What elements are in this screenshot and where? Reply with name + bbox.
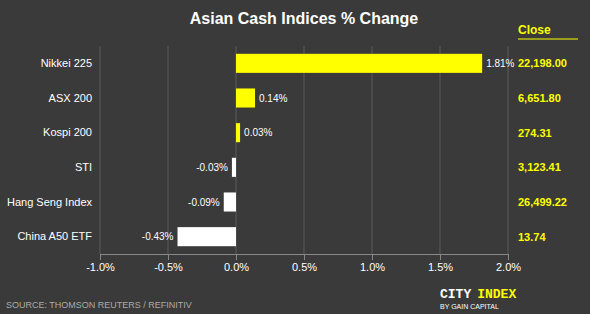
- y-tick: ASX 200: [49, 92, 92, 104]
- grid-line: [100, 46, 101, 254]
- y-tick: STI: [75, 161, 92, 173]
- x-tick: 0.5%: [292, 254, 317, 273]
- x-tick-mark: [508, 254, 509, 260]
- x-tick: -0.5%: [154, 254, 183, 273]
- source: SOURCE: THOMSON REUTERS / REFINITIV: [6, 300, 192, 310]
- x-tick-label: 1.0%: [360, 261, 385, 273]
- x-tick-mark: [372, 254, 373, 260]
- x-tick-mark: [440, 254, 441, 260]
- bar: [236, 123, 240, 142]
- x-tick-mark: [236, 254, 237, 260]
- y-tick: Kospi 200: [43, 126, 92, 138]
- grid-line: [304, 46, 305, 254]
- x-tick: 0.0%: [224, 254, 249, 273]
- y-tick-label: ASX 200: [49, 92, 92, 104]
- grid-line: [508, 46, 509, 254]
- x-tick-label: 2.0%: [496, 261, 521, 273]
- bar: [232, 158, 236, 177]
- data-label: -0.03%: [196, 162, 228, 173]
- bars: [178, 54, 483, 246]
- title: Asian Cash Indices % Change: [190, 10, 419, 27]
- y-tick-label: Hang Seng Index: [7, 196, 93, 208]
- x-tick-label: 1.5%: [428, 261, 453, 273]
- grid-line: [236, 46, 237, 254]
- x-tick-label: 0.0%: [224, 261, 249, 273]
- close-value: 26,499.22: [518, 196, 567, 208]
- x-tick: 1.0%: [360, 254, 385, 273]
- y-tick: China A50 ETF: [17, 230, 92, 242]
- close-value: 3,123.41: [518, 161, 561, 173]
- bar: [224, 192, 236, 211]
- bar: [236, 88, 255, 107]
- close-value: 6,651.80: [518, 92, 561, 104]
- bar: [236, 54, 482, 73]
- data-label: 0.14%: [259, 93, 287, 104]
- data-label: -0.43%: [142, 231, 174, 242]
- close-value: 274.31: [518, 127, 552, 139]
- x-tick-label: 0.5%: [292, 261, 317, 273]
- y-tick-label: China A50 ETF: [17, 230, 92, 242]
- y-tick: Hang Seng Index: [7, 196, 93, 208]
- x-tick-mark: [304, 254, 305, 260]
- y-axis: China A50 ETF Hang Seng Index STI Kospi 200…: [7, 57, 93, 242]
- grid-line: [440, 46, 441, 254]
- x-tick: 1.5%: [428, 254, 453, 273]
- close-value: 13.74: [518, 231, 546, 243]
- x-tick: 2.0%: [496, 254, 521, 273]
- x-tick-mark: [168, 254, 169, 260]
- x-tick-label: -0.5%: [154, 261, 183, 273]
- grid-line: [168, 46, 169, 254]
- chart: Asian Cash Indices % Change -1.0% -0.5% 0.0…: [0, 0, 590, 314]
- logo-text: INDEX: [477, 287, 516, 302]
- annotations: 13.74 26,499.22 3,123.41 274.31 6,651.80 22,1…: [6, 23, 578, 310]
- y-tick-label: Nikkei 225: [41, 57, 92, 69]
- close-value: 22,198.00: [518, 57, 567, 69]
- grid: [100, 46, 508, 254]
- x-axis-line: [101, 255, 509, 261]
- close-header: Close: [518, 23, 551, 37]
- logo-text: CITY: [440, 287, 471, 302]
- close-header-underline: [518, 39, 578, 40]
- logo-subtext: BY GAIN CAPITAL: [440, 303, 499, 310]
- y-tick-label: STI: [75, 161, 92, 173]
- background: [0, 0, 590, 314]
- grid-line: [372, 46, 373, 254]
- x-tick-mark: [100, 254, 101, 260]
- data-label: -0.09%: [188, 197, 220, 208]
- x-axis: -1.0% -0.5% 0.0% 0.5% 1.0% 1.5% 2.0%: [86, 254, 521, 273]
- x-tick-label: -1.0%: [86, 261, 115, 273]
- bar: [178, 227, 236, 246]
- y-tick-label: Kospi 200: [43, 126, 92, 138]
- data-labels: -0.43% -0.09% -0.03% 0.03% 0.14% 1.81%: [142, 58, 515, 242]
- x-tick: -1.0%: [86, 254, 115, 273]
- y-tick: Nikkei 225: [41, 57, 92, 69]
- data-label: 0.03%: [244, 127, 272, 138]
- data-label: 1.81%: [486, 58, 514, 69]
